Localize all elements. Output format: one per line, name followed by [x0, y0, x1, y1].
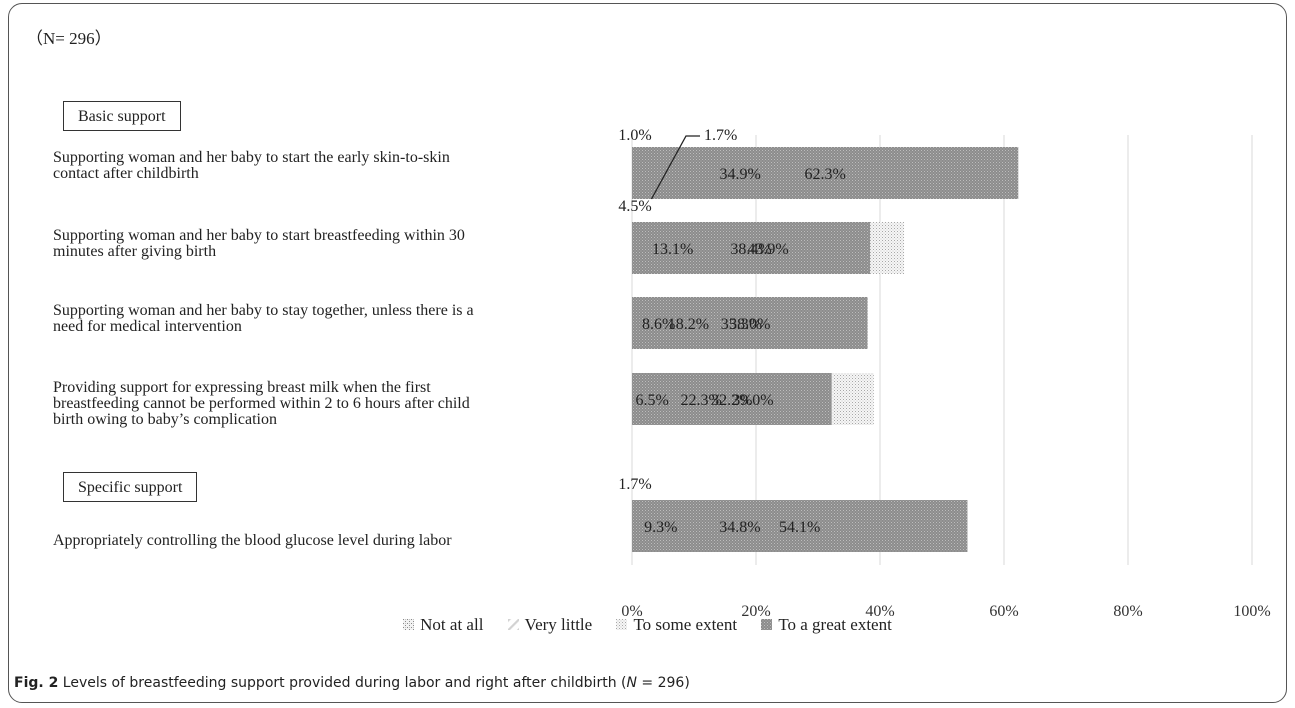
x-tick-label: 100% — [1233, 603, 1270, 620]
row-label: Providing support for expressing breast … — [53, 380, 593, 428]
bar-segment-to-a-great-extent — [632, 373, 832, 425]
caption-n-italic: N — [626, 675, 637, 691]
caption-text-after: = 296) — [636, 675, 690, 691]
row-label: Supporting woman and her baby to start t… — [53, 150, 593, 182]
data-label: 8.6% — [642, 316, 675, 333]
data-label: 43.9% — [747, 241, 788, 258]
legend-item-not-at-all: Not at all — [403, 615, 483, 635]
row-label: Supporting woman and her baby to start b… — [53, 228, 593, 260]
row-label-line: birth owing to baby’s complication — [53, 411, 277, 428]
x-tick-label: 80% — [1113, 603, 1142, 620]
row-label-line: Providing support for expressing breast … — [53, 379, 431, 396]
data-label: 62.3% — [804, 166, 845, 183]
data-label: 54.1% — [779, 519, 820, 536]
caption-text-before: Levels of breastfeeding support provided… — [58, 675, 627, 691]
legend-item-very-little: Very little — [507, 615, 593, 635]
data-label: 9.3% — [644, 519, 677, 536]
row-label-line: contact after childbirth — [53, 165, 199, 182]
figure-number: Fig. 2 — [14, 675, 59, 691]
legend-swatch-to-some-extent — [616, 619, 628, 630]
section-specific-support: Specific support — [63, 472, 198, 502]
sample-size-note: （N= 296） — [26, 29, 112, 48]
x-tick-label: 60% — [989, 603, 1018, 620]
row-label-line: need for medical intervention — [53, 318, 242, 335]
row-label-line: minutes after giving birth — [53, 243, 217, 260]
row-label-line: Supporting woman and her baby to start t… — [53, 149, 450, 166]
data-label: 1.7% — [618, 476, 651, 493]
figure-caption: Fig. 2 Levels of breastfeeding support p… — [14, 675, 690, 691]
data-label: 34.8% — [719, 519, 760, 536]
x-tick-label: 0% — [621, 603, 642, 620]
x-tick-label: 20% — [741, 603, 770, 620]
legend-label-not-at-all: Not at all — [420, 615, 484, 634]
legend-swatch-not-at-all — [403, 619, 415, 630]
bar-segment-to-a-great-extent — [632, 222, 871, 274]
legend-swatch-very-little — [507, 619, 519, 630]
data-label: 38.0% — [729, 316, 770, 333]
data-label: 35.3% — [721, 316, 762, 333]
row-label-line: Appropriately controlling the blood gluc… — [53, 532, 452, 549]
legend-item-to-some-extent: To some extent — [616, 615, 737, 635]
row-label-line: breastfeeding cannot be performed within… — [53, 395, 470, 412]
legend-swatch-to-a-great-extent — [761, 619, 773, 630]
figure-frame — [8, 3, 1287, 703]
data-label: 22.3% — [680, 392, 721, 409]
data-label: 34.9% — [720, 166, 761, 183]
bar-segment-to-a-great-extent — [632, 500, 968, 552]
data-label: 32.2% — [711, 392, 752, 409]
data-label: 4.5% — [618, 198, 651, 215]
legend-item-to-a-great-extent: To a great extent — [761, 615, 892, 635]
data-label: 6.5% — [635, 392, 668, 409]
chart-legend: Not at all Very little To some extent To… — [0, 615, 1295, 635]
data-label: 1.0% — [618, 127, 651, 144]
row-label-line: Supporting woman and her baby to stay to… — [53, 302, 474, 319]
data-label: 1.7% — [704, 127, 737, 144]
section-basic-support: Basic support — [63, 101, 181, 131]
x-tick-label: 40% — [865, 603, 894, 620]
row-label: Appropriately controlling the blood gluc… — [53, 533, 593, 549]
data-label: 18.2% — [668, 316, 709, 333]
row-label-line: Supporting woman and her baby to start b… — [53, 227, 465, 244]
bar-segment-to-a-great-extent — [632, 297, 868, 349]
data-label: 13.1% — [652, 241, 693, 258]
bar-segment-to-a-great-extent — [632, 147, 1019, 199]
row-label: Supporting woman and her baby to stay to… — [53, 303, 593, 335]
data-label: 39.0% — [732, 392, 773, 409]
leader-line — [650, 135, 700, 200]
legend-label-to-some-extent: To some extent — [633, 615, 738, 634]
legend-label-to-a-great-extent: To a great extent — [778, 615, 892, 634]
legend-label-very-little: Very little — [524, 615, 593, 634]
data-label: 38.4% — [730, 241, 771, 258]
